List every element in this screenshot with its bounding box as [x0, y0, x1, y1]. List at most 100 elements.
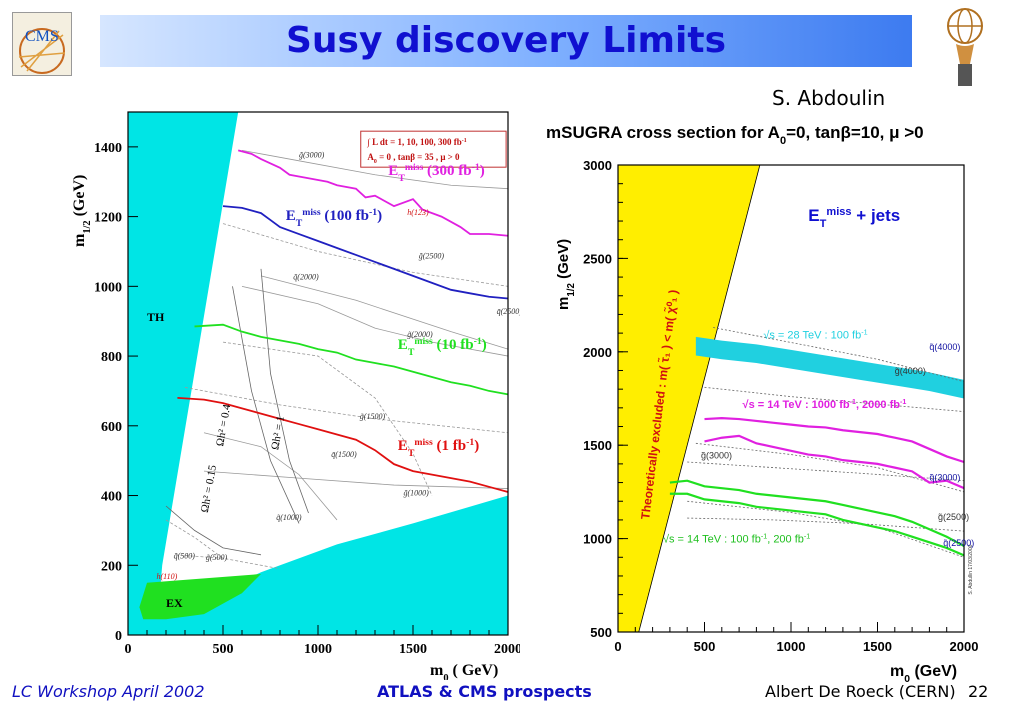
footer-event: LC Workshop April 2002	[12, 682, 205, 701]
contour-line	[184, 387, 509, 434]
series-label: ETmiss (1 fb-1)	[398, 437, 479, 459]
omega-line	[165, 505, 262, 556]
contour-line	[695, 442, 965, 493]
contour-line	[222, 341, 433, 496]
contour-line	[713, 327, 965, 383]
series-line	[194, 323, 509, 396]
x-tick-label: 0	[614, 639, 621, 654]
omega-line	[232, 286, 300, 524]
series-label: ETmiss (10 fb-1)	[398, 336, 487, 358]
excluded-boundary	[638, 164, 761, 633]
legend-line-1: ∫ L dt = 1, 10, 100, 300 fb-1	[366, 137, 466, 148]
contour-label: g̃(500)	[206, 553, 228, 562]
x-tick-label: 500	[213, 642, 234, 657]
y-tick-label: 800	[101, 350, 122, 365]
contour-label: g̃(3000)	[701, 450, 732, 460]
contour-line	[704, 386, 965, 412]
legend-line-2: A0 = 0 , tanβ = 35 , μ > 0	[367, 152, 460, 165]
author-name: S. Abdoulin	[772, 86, 886, 110]
title-banner	[100, 15, 912, 67]
omega-label: Ωh² = 1	[269, 415, 287, 451]
contour-label: g̃(1000)	[404, 489, 430, 498]
series-line	[177, 397, 509, 493]
cms-logo-text: CMS	[25, 28, 59, 45]
contour-label: g̃(3000)	[299, 150, 325, 159]
contour-label: g̃(1500)	[360, 412, 386, 421]
x-tick-label: 1000	[304, 642, 332, 657]
contour-label: g̃(2500)	[419, 251, 445, 260]
contour-line	[241, 285, 509, 357]
label-14tev-1000-2000: √s = 14 TeV : 1000 fb-1, 2000 fb-1	[743, 398, 907, 411]
th-label: TH	[147, 310, 165, 324]
cms-logo-icon: CMS	[18, 28, 66, 74]
contour-line	[165, 519, 224, 559]
y-axis-label: m1/2 (GeV)	[555, 239, 577, 310]
ex-region	[139, 573, 261, 620]
contour-label: q̃(500)	[174, 551, 196, 560]
label-28tev: √s = 28 TeV : 100 fb-1	[763, 329, 867, 342]
contour-line	[203, 432, 338, 521]
y-tick-label: 400	[101, 490, 122, 505]
series-line	[669, 492, 965, 557]
contour-label: q̃(1500)	[331, 450, 357, 459]
contour-label: q̃(3000)	[929, 473, 960, 483]
annotation-met-jets: ETmiss + jets	[808, 206, 900, 230]
chart-title: mSUGRA cross section for A0=0, tanβ=10, …	[546, 123, 924, 147]
chart-right: mSUGRA cross section for A0=0, tanβ=10, …	[546, 123, 979, 685]
series-line	[222, 205, 509, 300]
y-axis-label: m1/2 (GeV)	[71, 175, 93, 247]
x-tick-label: 500	[694, 639, 716, 654]
contour-line	[260, 275, 509, 350]
contour-label: q̃(2000)	[293, 272, 319, 281]
contour-label: g̃(4000)	[895, 366, 926, 376]
contour-label: h(123)	[407, 208, 429, 217]
slide-title: Susy discovery Limits	[286, 20, 726, 61]
legend-box	[360, 130, 507, 168]
y-tick-label: 1200	[94, 211, 122, 226]
x-tick-label: 1500	[863, 639, 892, 654]
y-tick-label: 600	[101, 420, 122, 435]
contour-label: g̃(2000)	[407, 330, 433, 339]
atlas-logo-icon	[947, 8, 983, 86]
contour-label: q̃(2500)	[497, 307, 520, 316]
x-tick-label: 1000	[777, 639, 806, 654]
page-number: 22	[968, 682, 989, 701]
contour-line	[241, 149, 509, 190]
th-region	[128, 112, 239, 635]
side-note: S. Abdullin 17/03/2000	[968, 544, 974, 594]
series-line	[704, 434, 965, 490]
y-tick-label: 0	[115, 629, 122, 644]
y-tick-label: 2000	[583, 345, 612, 360]
series-label: ETmiss (100 fb-1)	[286, 207, 382, 229]
contour-line	[222, 223, 509, 287]
y-tick-label: 3000	[583, 158, 612, 173]
x-tick-label: 2000	[950, 639, 979, 654]
atlas-logo	[940, 4, 990, 90]
y-tick-label: 1000	[583, 532, 612, 547]
series-line	[704, 417, 965, 464]
chart-left: 0 500 1000 1500 2000 0 200 400 600 800 1000 1200 140…	[71, 111, 520, 680]
y-tick-label: 200	[101, 559, 122, 574]
band-28tev	[695, 336, 964, 399]
x-axis-label: m0 ( GeV)	[430, 662, 498, 680]
contour-label: q̃(2500)	[943, 538, 974, 548]
footer-author: Albert De Roeck (CERN)	[765, 682, 956, 701]
omega-label: Ωh² = 0.4	[214, 403, 233, 447]
y-tick-label: 1000	[94, 280, 122, 295]
cms-logo: CMS	[12, 12, 72, 76]
contour-line	[687, 461, 965, 482]
contour-line	[175, 554, 281, 570]
series-line	[669, 479, 965, 548]
omega-line	[260, 268, 309, 514]
label-14tev-100-200: √s = 14 TeV : 100 fb-1, 200 fb-1	[663, 532, 810, 545]
contour-line	[687, 517, 965, 532]
y-tick-label: 1500	[583, 438, 612, 453]
x-axis-label: m0 (GeV)	[890, 663, 957, 685]
contour-label: q̃(1000)	[276, 513, 302, 522]
y-tick-label: 2500	[583, 251, 612, 266]
contour-label: q̃(4000)	[929, 342, 960, 352]
y-tick-label: 500	[590, 625, 612, 640]
contour-line	[687, 500, 965, 558]
series-line	[237, 149, 509, 237]
ex-label: EX	[166, 596, 183, 610]
